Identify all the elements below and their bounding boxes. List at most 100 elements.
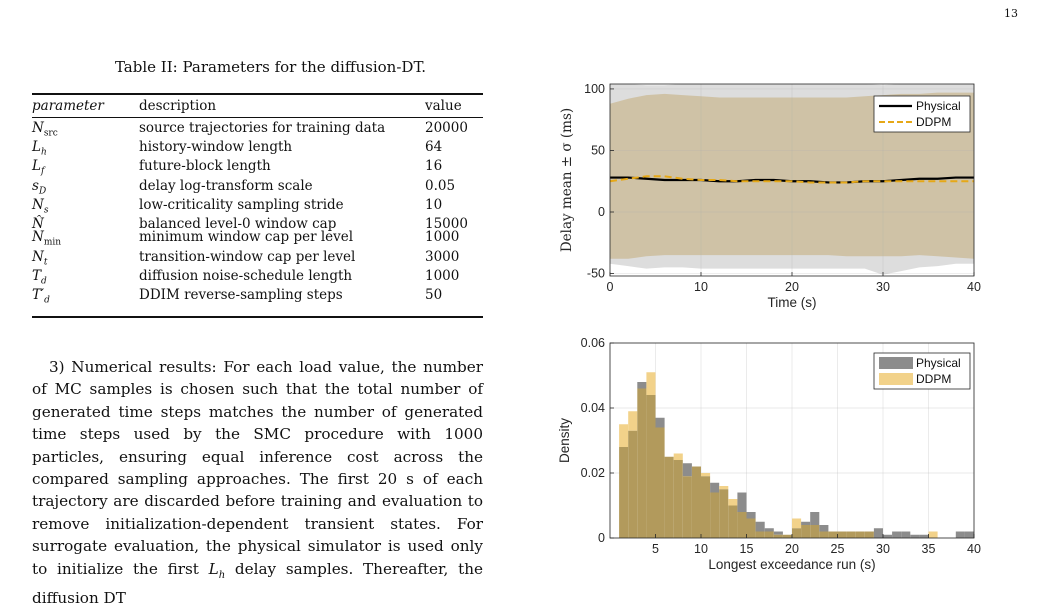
table-row: Nt transition-window cap per level 3000	[32, 248, 483, 270]
physical-bar	[892, 531, 902, 538]
table-row: T′d DDIM reverse-sampling steps 50	[32, 287, 483, 308]
x-tick-label: 25	[831, 542, 845, 556]
param-value: 16	[425, 158, 443, 175]
physical-bar	[910, 534, 920, 538]
legend-ddpm-swatch	[879, 373, 913, 385]
physical-bar	[764, 528, 774, 532]
table-body: Nsrc source trajectories for training dat…	[32, 118, 483, 309]
param-value: 1000	[425, 229, 460, 246]
physical-bar	[883, 534, 893, 538]
x-tick-label: 20	[785, 280, 799, 294]
legend-physical-label: Physical	[916, 356, 961, 370]
param-value: 20000	[425, 120, 468, 136]
table-top-rule	[32, 93, 483, 95]
physical-bar	[901, 531, 911, 538]
ddpm-bar	[646, 372, 656, 395]
physical-bar	[755, 521, 765, 532]
y-tick-label: 0	[598, 531, 605, 545]
x-tick-label: 40	[967, 280, 981, 294]
x-axis-label: Longest exceedance run (s)	[708, 557, 875, 572]
overlap-bar	[819, 531, 829, 538]
overlap-bar	[728, 505, 738, 538]
ddpm-mean-line	[609, 175, 974, 184]
param-description: history-window length	[139, 139, 293, 156]
table-row: N̂ balanced level-0 window cap 15000	[32, 215, 483, 232]
ddpm-bar	[928, 531, 938, 538]
overlap-bar	[810, 525, 820, 538]
overlap-bar	[628, 430, 638, 538]
overlap-bar	[655, 427, 665, 538]
overlap-bar	[782, 534, 792, 538]
y-tick-label: -50	[587, 267, 605, 281]
param-symbol: Td	[32, 267, 47, 287]
ddpm-bar	[719, 486, 729, 490]
param-symbol: Ns	[32, 196, 49, 216]
param-symbol: Nmin	[32, 229, 62, 249]
x-tick-label: 20	[785, 542, 799, 556]
x-tick-label: 15	[740, 542, 754, 556]
table-row: Ns low-criticality sampling stride 10	[32, 196, 483, 218]
param-value: 10	[425, 196, 443, 213]
param-value: 50	[425, 287, 443, 303]
y-axis-label: Density	[557, 418, 572, 463]
x-tick-label: 0	[607, 280, 614, 294]
physical-bar	[710, 482, 720, 493]
physical-bar	[737, 492, 747, 512]
param-symbol: Lf	[32, 158, 45, 178]
exceedance-histogram: 5 10 15 20 25 30 35 40 0 0.02 0.04 0.06 Longest exce…	[557, 336, 981, 572]
x-axis-label: Time (s)	[768, 295, 817, 310]
param-description: future-block length	[139, 158, 271, 175]
ddpm-bar	[619, 424, 629, 447]
overlap-bar	[764, 531, 774, 538]
page-number: 13	[1004, 7, 1018, 20]
y-tick-label: 0	[598, 205, 605, 219]
overlap-bar	[746, 518, 756, 538]
legend-ddpm-label: DDPM	[916, 372, 951, 386]
ddpm-bar	[673, 453, 683, 460]
legend-box	[873, 95, 971, 133]
param-description: diffusion noise-schedule length	[139, 267, 353, 284]
y-axis-label: Delay mean ± σ (ms)	[559, 108, 575, 252]
param-value: 15000	[425, 215, 468, 232]
header-parameter: parameter	[32, 94, 139, 118]
parameters-table: parameter description value Nsrc source t…	[32, 94, 483, 308]
param-description: balanced level-0 window cap	[139, 215, 337, 232]
table-row: Nmin minimum window cap per level 1000	[32, 231, 483, 250]
param-value: 64	[425, 139, 443, 156]
overlap-bar	[619, 447, 629, 538]
legend-physical-label: Physical	[916, 99, 961, 113]
param-value: 3000	[425, 248, 460, 265]
physical-bar	[964, 531, 974, 538]
header-description: description	[139, 94, 425, 118]
header-value: value	[425, 94, 483, 118]
x-tick-label: 35	[922, 542, 936, 556]
param-description: source trajectories for training data	[139, 120, 386, 136]
legend-physical-swatch	[879, 357, 913, 369]
x-tick-label: 10	[694, 280, 708, 294]
overlap-bar	[637, 388, 647, 538]
ddpm-bar	[728, 499, 738, 506]
y-tick-label: 100	[584, 82, 605, 96]
param-symbol: Nsrc	[32, 120, 58, 139]
overlap-bar	[691, 466, 701, 538]
param-symbol: sD	[32, 177, 47, 197]
param-description: DDIM reverse-sampling steps	[139, 287, 343, 303]
table-row: Lf future-block length 16	[32, 160, 483, 179]
param-description: delay log-transform scale	[139, 177, 313, 194]
physical-bar	[637, 382, 647, 389]
physical-bar	[801, 521, 811, 525]
physical-bar	[810, 512, 820, 525]
table-row: Td diffusion noise-schedule length 1000	[32, 267, 483, 289]
overlap-bar	[737, 512, 747, 538]
y-tick-label: 50	[591, 143, 605, 157]
overlap-bar	[710, 492, 720, 538]
overlap-bar	[837, 531, 847, 538]
param-symbol: N̂	[32, 215, 44, 232]
physical-bar	[746, 512, 756, 519]
legend-ddpm-label: DDPM	[916, 115, 951, 129]
physical-bar	[773, 531, 783, 535]
param-symbol: Nt	[32, 248, 48, 268]
table-row: Nsrc source trajectories for training dat…	[32, 118, 483, 142]
y-tick-label: 0.06	[581, 336, 605, 350]
